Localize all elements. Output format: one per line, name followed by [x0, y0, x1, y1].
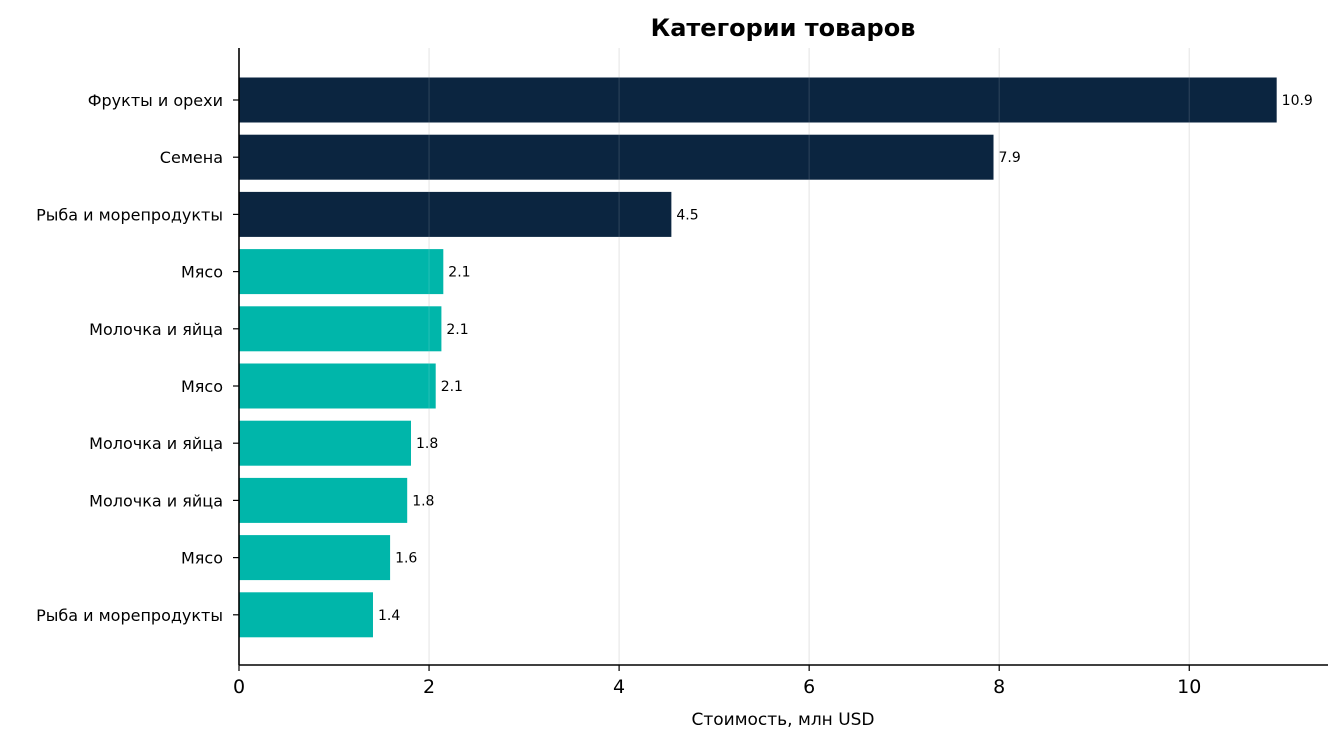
bar-value-label: 2.1 [441, 379, 463, 395]
bar [239, 535, 391, 581]
bar-value-label: 4.5 [676, 207, 698, 223]
bar [239, 420, 411, 466]
bar [239, 249, 444, 295]
bar-value-label: 10.9 [1282, 93, 1313, 109]
bar [239, 363, 436, 409]
bar-value-label: 1.8 [412, 493, 434, 509]
bar [239, 477, 408, 523]
bar-value-label: 2.1 [448, 265, 470, 281]
bar-value-label: 1.6 [395, 551, 417, 567]
category-label: Мясо [181, 549, 223, 568]
category-label: Рыба и морепродукты [36, 205, 223, 224]
x-tick-label: 2 [423, 676, 435, 698]
category-label: Мясо [181, 377, 223, 396]
x-tick-label: 0 [233, 676, 245, 698]
x-tick-label: 8 [993, 676, 1005, 698]
x-axis-label: Стоимость, млн USD [691, 710, 874, 730]
bar-value-label: 2.1 [446, 322, 468, 338]
bar-value-label: 1.4 [378, 608, 400, 624]
bar [239, 134, 994, 180]
bar [239, 191, 672, 237]
category-label: Семена [160, 148, 223, 167]
category-label: Молочка и яйца [89, 434, 223, 453]
category-label: Рыба и морепродукты [36, 606, 223, 625]
bar-value-label: 1.8 [416, 436, 438, 452]
bar-value-label: 7.9 [999, 150, 1021, 166]
x-tick-label: 10 [1177, 676, 1201, 698]
category-label: Молочка и яйца [89, 491, 223, 510]
chart-title: Категории товаров [651, 14, 916, 42]
category-label: Мясо [181, 263, 223, 282]
category-label: Фрукты и орехи [88, 91, 223, 110]
bar [239, 306, 442, 352]
bars: 10.9 7.9 4.5 2.1 2.1 2.1 1.8 1.8 1.6 1.4 [239, 48, 1313, 665]
x-tick-label: 6 [803, 676, 815, 698]
bar [239, 77, 1277, 123]
bar [239, 592, 373, 638]
category-label: Молочка и яйца [89, 320, 223, 339]
x-tick-label: 4 [613, 676, 625, 698]
axes: Фрукты и орехи Семена Рыба и морепродукты М… [36, 48, 1328, 698]
